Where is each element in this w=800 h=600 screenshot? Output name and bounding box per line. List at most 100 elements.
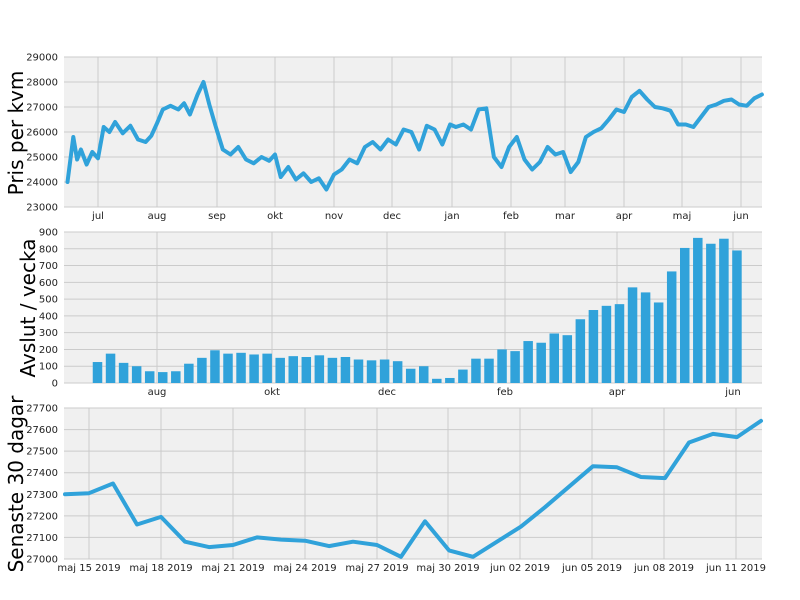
x-tick-label: mar bbox=[555, 211, 576, 222]
bar bbox=[523, 341, 533, 383]
x-tick-label: apr bbox=[609, 387, 626, 398]
bar bbox=[432, 378, 442, 383]
x-tick-label: jun bbox=[724, 387, 740, 398]
bar bbox=[666, 271, 677, 383]
bar bbox=[653, 302, 664, 383]
x-tick-label: maj 27 2019 bbox=[345, 563, 408, 574]
y-tick-label: 24000 bbox=[26, 178, 58, 189]
bar bbox=[314, 355, 325, 383]
x-tick-label: maj bbox=[673, 211, 692, 222]
bar bbox=[405, 368, 416, 383]
x-tick-label: jun 05 2019 bbox=[561, 563, 622, 574]
x-tick-label: aug bbox=[148, 387, 167, 398]
bar bbox=[301, 356, 312, 383]
y-tick-label: 900 bbox=[39, 228, 58, 239]
bar bbox=[484, 358, 494, 383]
bar bbox=[144, 371, 155, 383]
bar bbox=[614, 304, 625, 383]
bar bbox=[719, 238, 729, 383]
x-tick-label: okt bbox=[267, 211, 283, 222]
last-30-days-panel: 27000 27100 27200 27300 27400 27500 27600 27700… bbox=[4, 395, 766, 574]
y-tick-label: 300 bbox=[39, 328, 58, 339]
y-tick-label: 800 bbox=[39, 244, 58, 255]
bar bbox=[471, 358, 481, 383]
y-axis-label: Senaste 30 dagar bbox=[4, 395, 28, 573]
x-tick-label: nov bbox=[325, 211, 343, 222]
bar bbox=[732, 250, 742, 383]
y-tick-label: 27300 bbox=[26, 490, 58, 501]
bar bbox=[458, 369, 468, 383]
bar bbox=[497, 349, 507, 383]
bar bbox=[288, 356, 298, 383]
bar bbox=[223, 353, 233, 383]
bar bbox=[680, 247, 690, 383]
bar bbox=[118, 362, 129, 383]
x-tick-label: maj 18 2019 bbox=[129, 563, 192, 574]
x-tick-label: sep bbox=[208, 211, 226, 222]
bar bbox=[536, 342, 546, 383]
y-tick-label: 27100 bbox=[26, 533, 58, 544]
bar bbox=[353, 359, 364, 383]
bar bbox=[510, 351, 520, 383]
y-tick-label: 400 bbox=[39, 311, 58, 322]
y-tick-label: 27200 bbox=[26, 511, 58, 522]
plot-area bbox=[64, 408, 762, 559]
bar bbox=[275, 357, 285, 383]
x-tick-label: apr bbox=[616, 211, 633, 222]
bar bbox=[601, 305, 612, 383]
y-tick-label: 0 bbox=[52, 379, 58, 390]
x-tick-label: jun 08 2019 bbox=[633, 563, 694, 574]
bar bbox=[262, 353, 272, 383]
y-tick-label: 27000 bbox=[26, 555, 58, 566]
y-tick-label: 100 bbox=[39, 362, 58, 373]
x-tick-label: jan bbox=[443, 211, 459, 222]
y-tick-label: 27400 bbox=[26, 468, 58, 479]
y-tick-label: 26000 bbox=[26, 128, 58, 139]
price-per-sqm-panel: 23000 24000 25000 26000 27000 28000 29000 jul au… bbox=[4, 53, 764, 222]
x-tick-label: jun 02 2019 bbox=[489, 563, 550, 574]
y-axis-label: Avslut / vecka bbox=[16, 239, 40, 378]
y-tick-label: 200 bbox=[39, 345, 58, 356]
y-tick-label: 700 bbox=[39, 261, 58, 272]
bar bbox=[419, 366, 429, 383]
bar bbox=[340, 356, 351, 383]
bar bbox=[236, 352, 246, 383]
bar bbox=[327, 357, 338, 383]
y-tick-label: 600 bbox=[39, 278, 58, 289]
bar bbox=[171, 371, 181, 383]
series-line bbox=[63, 418, 763, 559]
bar bbox=[158, 372, 168, 383]
y-tick-label: 28000 bbox=[26, 78, 58, 89]
y-tick-label: 25000 bbox=[26, 153, 58, 164]
y-tick-label: 27000 bbox=[26, 103, 58, 114]
y-axis-label: Pris per kvm bbox=[4, 71, 28, 196]
bar bbox=[627, 287, 638, 383]
x-tick-label: maj 15 2019 bbox=[57, 563, 120, 574]
bar bbox=[640, 292, 651, 383]
x-tick-label: dec bbox=[378, 387, 396, 398]
bar bbox=[210, 350, 220, 383]
bar bbox=[693, 237, 703, 383]
x-tick-label: aug bbox=[148, 211, 167, 222]
x-tick-label: jul bbox=[91, 211, 104, 222]
y-tick-label: 23000 bbox=[26, 203, 58, 214]
bar bbox=[249, 354, 259, 383]
y-tick-label: 27500 bbox=[26, 447, 58, 458]
bar bbox=[379, 359, 390, 383]
y-tick-label: 500 bbox=[39, 295, 58, 306]
bar bbox=[131, 366, 142, 383]
bar bbox=[575, 319, 586, 383]
bar bbox=[549, 333, 559, 383]
x-tick-label: feb bbox=[497, 387, 513, 398]
bar bbox=[105, 353, 116, 383]
bar bbox=[184, 363, 194, 383]
bar bbox=[562, 335, 573, 383]
y-tick-label: 27700 bbox=[26, 404, 58, 415]
bar bbox=[392, 361, 403, 383]
y-tick-label: 27600 bbox=[26, 425, 58, 436]
bar bbox=[706, 243, 716, 383]
bar bbox=[445, 377, 455, 383]
bar bbox=[366, 360, 377, 383]
series-line bbox=[65, 80, 764, 192]
